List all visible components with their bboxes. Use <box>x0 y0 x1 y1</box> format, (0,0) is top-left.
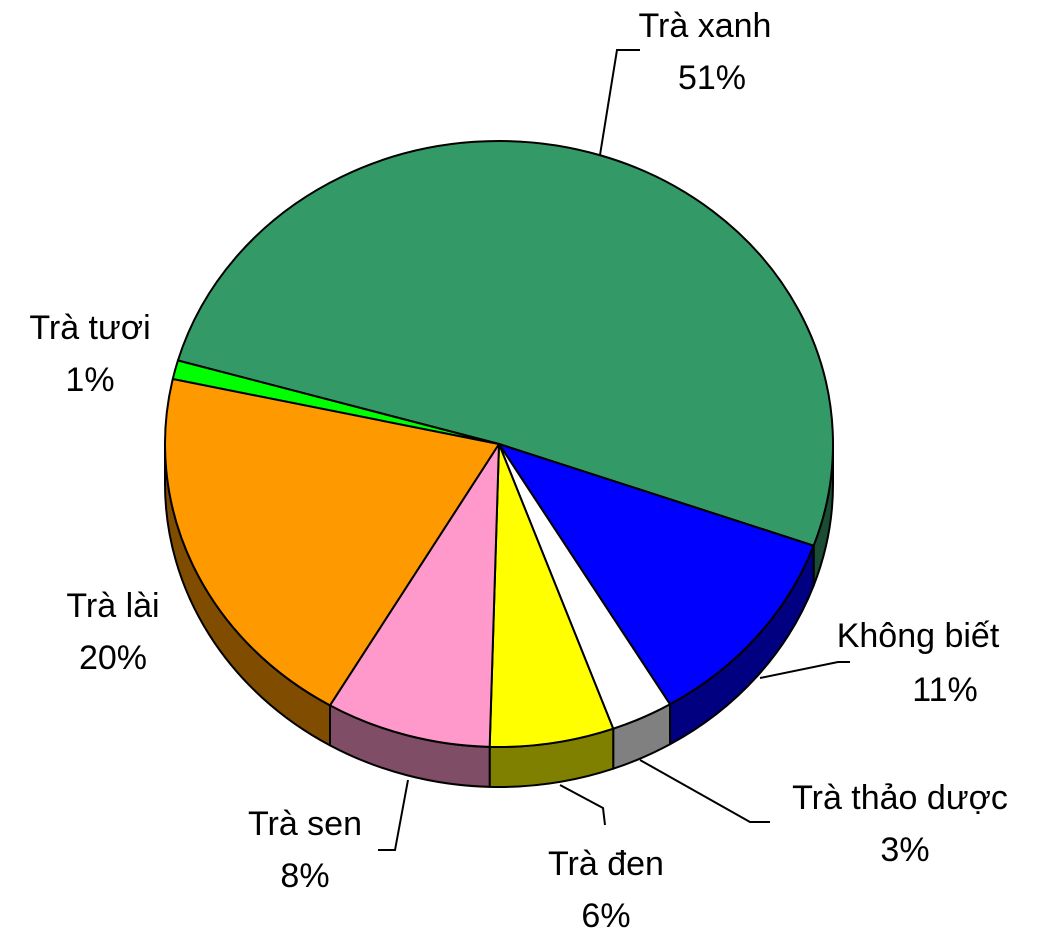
value-label: 1% <box>65 361 114 399</box>
value-label: 6% <box>581 897 630 933</box>
slice <box>176 140 834 547</box>
leader-line <box>599 49 640 156</box>
slice <box>171 359 500 445</box>
slice-label: Trà xanh <box>639 7 772 45</box>
value-label: 11% <box>912 671 978 709</box>
slice-label: Trà đen <box>548 845 664 883</box>
slice <box>498 443 815 706</box>
slice <box>488 443 615 748</box>
value-label: 20% <box>79 639 147 677</box>
slice <box>328 443 500 748</box>
leader-line <box>378 779 409 851</box>
value-label: 51% <box>678 59 746 97</box>
slice <box>164 377 500 707</box>
value-label: 3% <box>880 831 929 869</box>
leader-line <box>759 661 850 679</box>
leader-line <box>559 784 606 826</box>
slice-label: Trà sen <box>248 805 362 843</box>
slice-label: Trà tươi <box>29 309 150 347</box>
slice-label: Không biết <box>837 617 1000 655</box>
value-label: 8% <box>280 857 329 895</box>
leader-line <box>639 759 770 823</box>
slice-label: Trà lài <box>66 587 159 625</box>
slice-label: Trà thảo dược <box>792 779 1008 817</box>
